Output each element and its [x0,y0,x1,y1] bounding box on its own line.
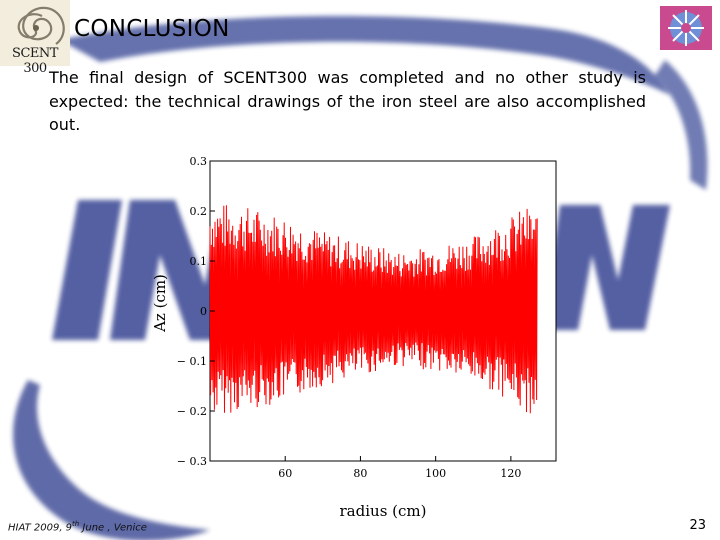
y-axis-label: Az (cm) [151,274,169,333]
watermark-letter-n-right [542,205,670,330]
watermark-top-swoosh [60,16,670,95]
y-tick-label: − 0.1 [177,355,207,368]
x-tick-label: 100 [425,467,446,480]
az-trace [209,205,538,414]
az-trace-line [209,205,538,414]
x-axis-label: radius (cm) [340,502,427,520]
y-tick-label: 0.1 [190,255,208,268]
x-tick-label: 120 [500,467,521,480]
scent300-logo [0,0,70,66]
y-tick-label: − 0.2 [177,405,207,418]
az-vs-radius-chart: 0.3 0.2 0.1 0 − 0.1 − 0.2 − 0.3 60 80 100 120 Az … [151,155,557,520]
y-tick-label: 0 [200,305,207,318]
footer-event-suffix: June , Venice [79,522,147,534]
page-number: 23 [689,518,706,533]
slide-title: CONCLUSION [74,16,230,42]
cyclotron-logo [660,6,712,50]
slide-body-text: The final design of SCENT300 was complet… [49,68,646,134]
watermark-bottom-swoosh [13,380,210,540]
scent300-logo-text: SCENT 300 [12,46,58,76]
footer-event-prefix: HIAT 2009, 9 [8,522,73,534]
y-tick-label: 0.3 [190,155,208,168]
footer-event: HIAT 2009, 9th June , Venice [8,520,147,533]
y-tick-label: − 0.3 [177,455,207,468]
x-tick-label: 60 [278,467,292,480]
x-ticks: 60 80 100 120 [278,456,521,480]
y-ticks: 0.3 0.2 0.1 0 − 0.1 − 0.2 − 0.3 [177,155,215,468]
y-tick-label: 0.2 [190,205,208,218]
watermark-right-swoosh [655,60,708,190]
footer-event-sup: th [72,520,80,528]
x-tick-label: 80 [353,467,367,480]
watermark-letter-i [52,200,122,340]
